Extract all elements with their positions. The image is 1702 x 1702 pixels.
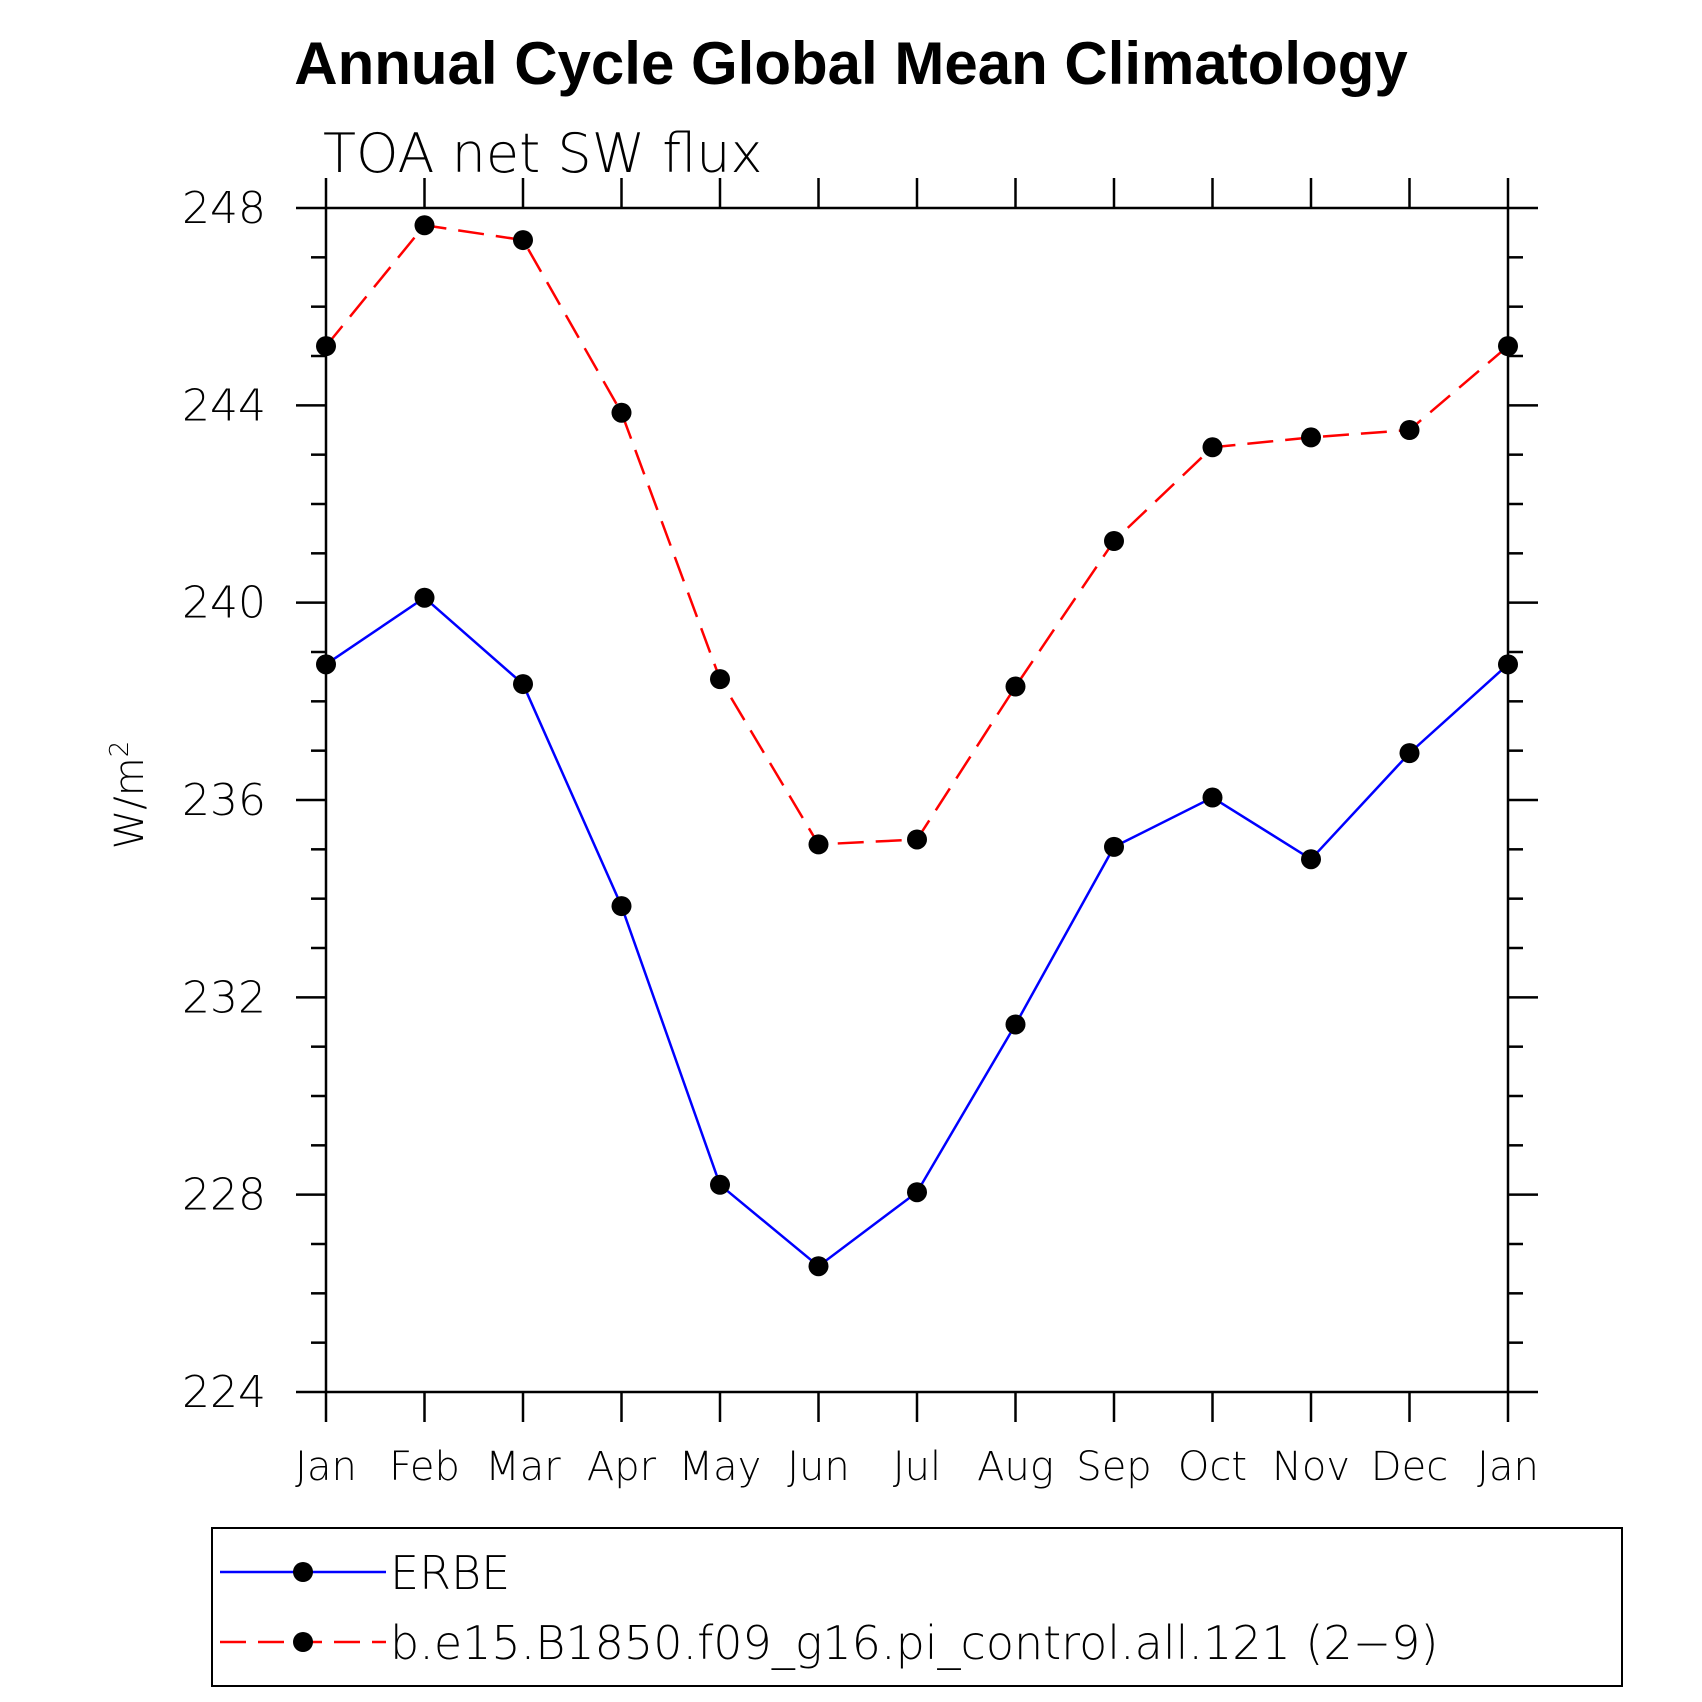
x-tick-label: Aug xyxy=(977,1444,1054,1490)
series-line-0 xyxy=(325,596,1509,1268)
chart-subtitle: TOA net SW flux xyxy=(323,122,762,185)
data-point-0 xyxy=(1202,787,1223,808)
data-point-0 xyxy=(710,1174,730,1195)
data-point-1 xyxy=(1005,676,1026,697)
data-point-1 xyxy=(316,336,336,357)
data-point-1 xyxy=(513,230,533,251)
data-point-1 xyxy=(1399,420,1420,440)
legend-label-1: b.e15.B1850.f09_g16.pi_control.all.121 (… xyxy=(390,1616,1438,1670)
axis-ticks xyxy=(296,178,1538,1422)
x-tick-label: Nov xyxy=(1272,1444,1350,1490)
data-point-0 xyxy=(808,1256,829,1277)
data-point-1 xyxy=(808,834,829,855)
legend-box xyxy=(211,1527,1623,1687)
data-point-0 xyxy=(1301,849,1321,870)
data-point-0 xyxy=(1005,1014,1026,1035)
data-point-1 xyxy=(710,669,730,690)
x-tick-label: Jul xyxy=(893,1444,941,1490)
y-tick-label: 224 xyxy=(182,1367,266,1418)
y-axis-label-text: W/m xyxy=(107,757,153,849)
plot-frame xyxy=(324,206,1510,1394)
data-point-1 xyxy=(1104,531,1124,551)
y-tick-label: 236 xyxy=(182,775,266,826)
data-point-0 xyxy=(611,896,632,917)
data-point-0 xyxy=(513,674,533,695)
data-point-1 xyxy=(414,215,435,236)
data-point-0 xyxy=(414,587,435,608)
legend-marker-1 xyxy=(293,1632,313,1652)
x-tick-label: Apr xyxy=(587,1444,657,1490)
x-tick-label: Mar xyxy=(485,1444,561,1490)
legend-marker-0 xyxy=(293,1562,313,1582)
data-point-1 xyxy=(907,829,927,850)
y-tick-label: 240 xyxy=(182,578,266,629)
x-tick-label: Jan xyxy=(295,1444,357,1490)
y-tick-label: 244 xyxy=(182,380,266,431)
data-point-0 xyxy=(1399,743,1420,764)
data-point-1 xyxy=(1202,437,1223,458)
data-point-1 xyxy=(1498,336,1518,357)
series-line-1 xyxy=(325,223,1509,846)
y-tick-label: 248 xyxy=(182,183,266,234)
y-axis-label: W/m2 xyxy=(105,741,153,850)
x-tick-label: Oct xyxy=(1178,1444,1247,1490)
x-tick-label: Jun xyxy=(787,1444,850,1490)
data-point-0 xyxy=(316,654,336,675)
legend-label-0: ERBE xyxy=(390,1546,510,1600)
y-tick-labels: 224 228 232 236 240 244 248 xyxy=(182,183,266,1418)
data-point-0 xyxy=(1104,836,1124,857)
data-point-0 xyxy=(907,1182,927,1203)
x-tick-label: May xyxy=(679,1444,762,1490)
x-tick-label: Dec xyxy=(1371,1444,1448,1490)
x-tick-labels: Jan Feb Mar Apr May Jun Jul Aug Sep Oct Nov Dec Jan xyxy=(295,1444,1539,1490)
x-tick-label: Feb xyxy=(389,1444,460,1490)
x-tick-label: Jan xyxy=(1477,1444,1539,1490)
data-point-1 xyxy=(611,402,632,423)
data-point-0 xyxy=(1498,654,1518,675)
series-layer xyxy=(316,215,1518,1277)
x-tick-label: Sep xyxy=(1076,1444,1151,1490)
y-tick-label: 232 xyxy=(182,972,266,1023)
y-tick-label: 228 xyxy=(182,1170,266,1221)
chart-title: Annual Cycle Global Mean Climatology xyxy=(294,30,1408,97)
data-point-1 xyxy=(1301,427,1321,448)
y-axis-label-superscript: 2 xyxy=(105,741,135,758)
legend: ERBE b.e15.B1850.f09_g16.pi_control.all.1… xyxy=(220,1546,1438,1670)
